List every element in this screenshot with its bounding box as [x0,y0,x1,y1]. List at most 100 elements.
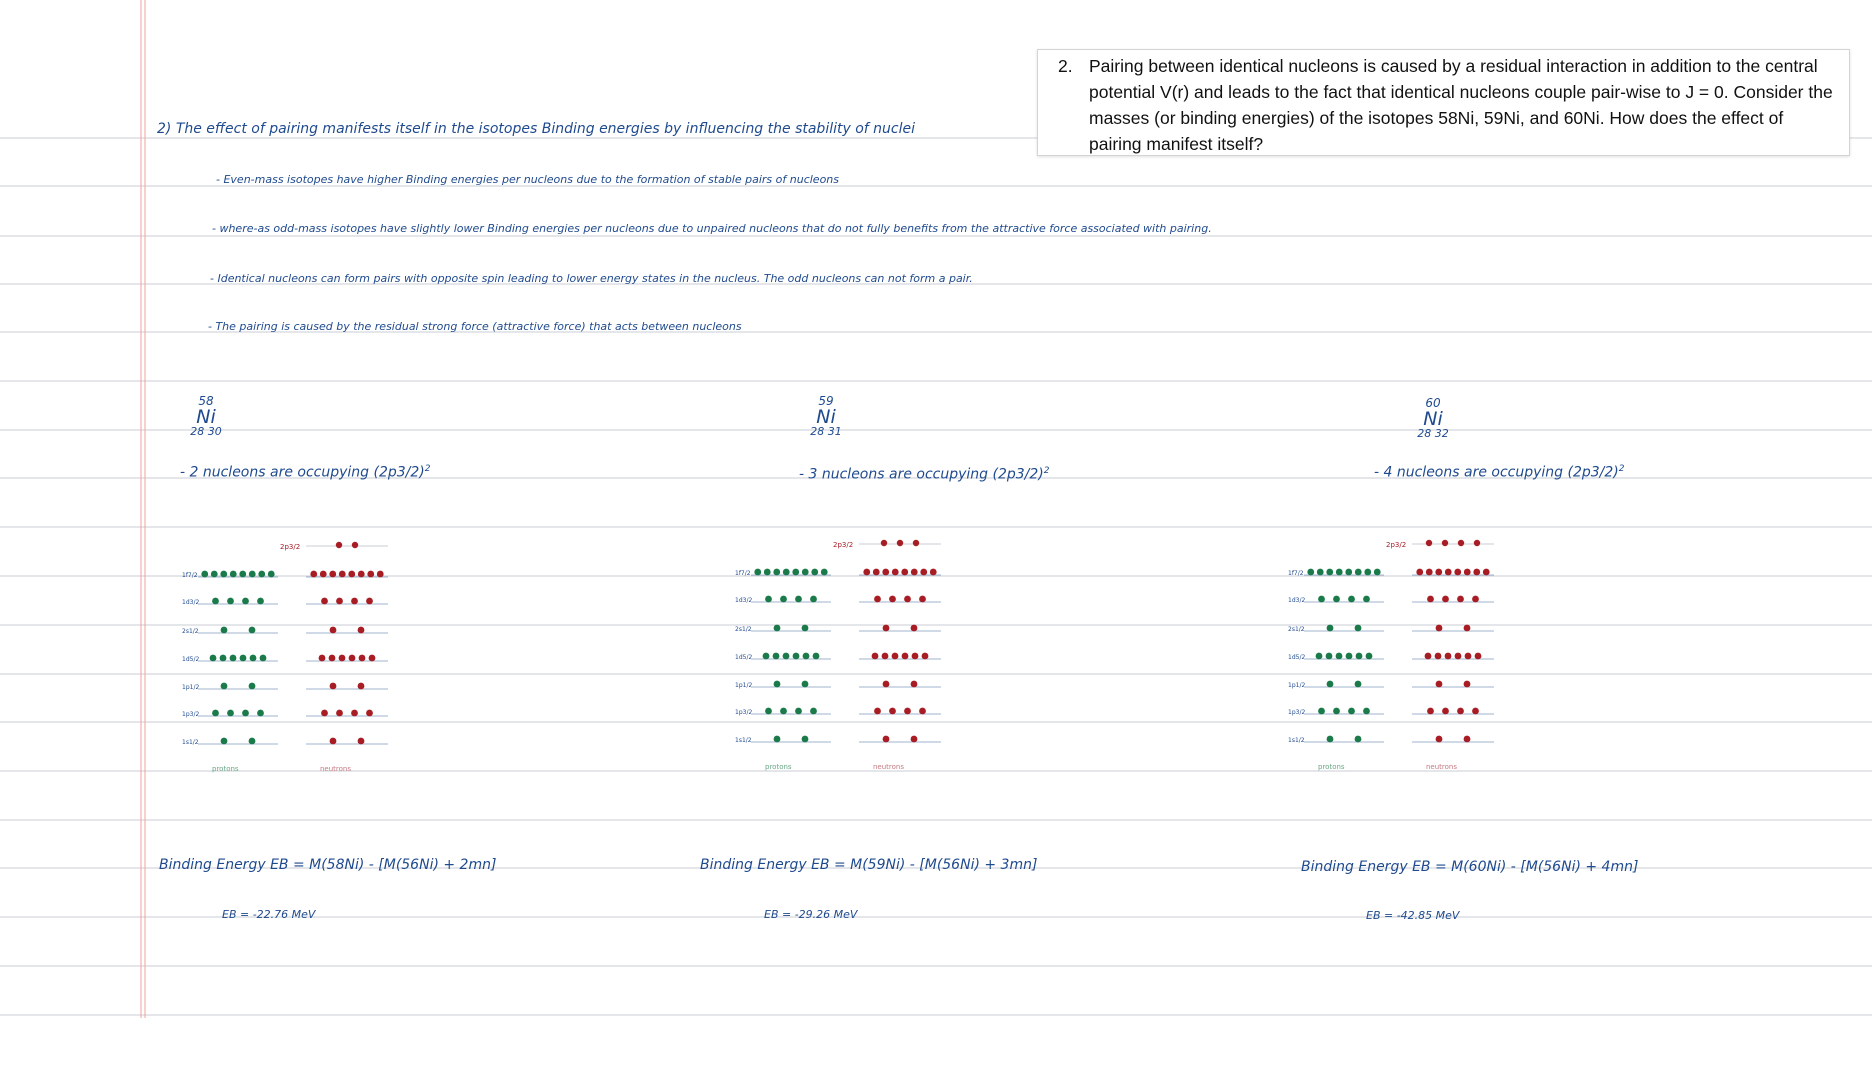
occupancy-text: - 3 nucleons are occupying (2p3/2) [799,466,1044,483]
neutron-dot [310,570,318,578]
binding-formula-59ni: Binding Energy EB = M(59Ni) - [M(56Ni) +… [700,857,1038,873]
binding-result-60ni: EB = -42.85 MeV [1366,909,1460,922]
level-label: 2s1/2 [1288,626,1305,633]
proton-dot [792,568,800,576]
proton-dot [209,654,217,662]
neutron-dot [1464,652,1472,660]
proton-dot [1318,595,1325,603]
proton-neutron-numbers: 28 30 [190,425,222,438]
proton-dot [212,709,219,717]
neutron-dot [1425,568,1433,576]
shell-diagram-svg: 2p3/2 protons neutrons 1f7/2 1d3/2 2s1/2 1d… [182,541,388,773]
proton-dot [229,570,237,578]
proton-dot [1335,652,1343,660]
proton-dot [220,737,228,745]
proton-dot [239,570,247,578]
element-symbol: Ni [816,406,836,428]
isotope-symbol-58ni: 58 Ni 28 30 [171,394,241,438]
proton-dot [242,597,249,605]
proton-column-label: protons [1318,763,1345,771]
problem-statement-box: 2. Pairing between identical nucleons is… [1037,49,1850,156]
neutron-dot [1427,595,1434,603]
neutron-dot [891,568,899,576]
notes-heading: 2) The effect of pairing manifests itsel… [157,121,915,137]
neutron-dot [882,735,890,743]
level-label: 1s1/2 [1288,737,1305,744]
element-symbol: Ni [196,406,216,428]
neutron-dot [1442,707,1449,715]
proton-dot [782,568,790,576]
proton-dot [248,682,256,690]
note-bullet-4: - The pairing is caused by the residual … [208,320,742,333]
proton-dot [248,737,256,745]
neutron-dot [1427,707,1434,715]
proton-dot [210,570,218,578]
binding-result-58ni: EB = -22.76 MeV [222,908,316,921]
neutron-dot [904,595,911,603]
neutron-dot [368,654,376,662]
valence-neutron-dot [880,539,888,547]
neutron-dot [882,624,890,632]
neutron-dot [348,570,356,578]
proton-dot [795,595,802,603]
proton-dot [762,652,770,660]
proton-dot [763,568,771,576]
neutron-dot [901,652,909,660]
proton-dot [1348,595,1355,603]
neutron-dot [874,707,881,715]
binding-formula-58ni: Binding Energy EB = M(58Ni) - [M(56Ni) +… [159,857,497,873]
neutron-dot [329,626,337,634]
proton-dot [212,597,219,605]
proton-dot [1326,680,1334,688]
proton-dot [802,652,810,660]
neutron-column-label: neutrons [873,763,904,771]
neutron-dot [321,597,328,605]
mass-number: 60 [1425,396,1441,410]
neutron-dot [1442,595,1449,603]
proton-dot [229,654,237,662]
proton-dot [1318,707,1325,715]
proton-dot [1345,568,1353,576]
neutron-dot [910,568,918,576]
proton-dot [1363,707,1370,715]
shell-diagram-svg: 2p3/2 protons neutrons 1f7/2 1d3/2 2s1/2 1d… [1288,539,1494,771]
proton-dot [754,568,762,576]
occupancy-text: - 2 nucleons are occupying (2p3/2) [180,464,425,481]
level-label: 1f7/2 [182,572,198,579]
mass-number: 58 [198,394,214,408]
neutron-dot [366,597,373,605]
level-label: 1p3/2 [182,711,199,718]
proton-dot [1355,652,1363,660]
neutron-dot [919,707,926,715]
proton-dot [773,680,781,688]
neutron-dot [891,652,899,660]
neutron-dot [920,568,928,576]
valence-neutron-dot [335,541,343,549]
level-label: 1p1/2 [735,682,752,689]
neutron-dot [1424,652,1432,660]
neutron-column-label: neutrons [1426,763,1457,771]
proton-dot [201,570,209,578]
neutron-dot [1435,624,1443,632]
valence-neutron-dot [912,539,920,547]
proton-dot [257,597,264,605]
proton-dot [1373,568,1381,576]
valence-neutron-dot [1457,539,1465,547]
neutron-dot [871,652,879,660]
neutron-dot [889,707,896,715]
neutron-dot [882,680,890,688]
neutron-dot [1482,568,1490,576]
mass-number: 59 [818,394,834,408]
proton-dot [1348,707,1355,715]
proton-dot [242,709,249,717]
level-label: 1s1/2 [735,737,752,744]
proton-dot [772,652,780,660]
proton-dot [1326,735,1334,743]
proton-dot [780,707,787,715]
proton-dot [801,624,809,632]
neutron-dot [1444,652,1452,660]
binding-result-59ni: EB = -29.26 MeV [764,908,858,921]
proton-dot [1354,680,1362,688]
neutron-dot [329,570,337,578]
proton-dot [258,570,266,578]
